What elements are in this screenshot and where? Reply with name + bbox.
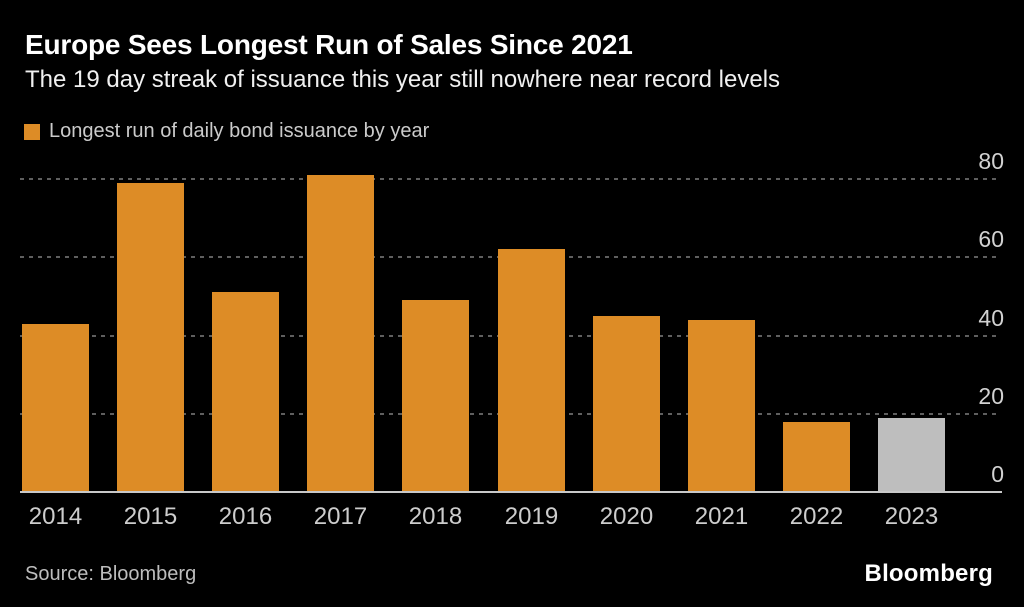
bar-2020: [593, 316, 660, 492]
bloomberg-logo: Bloomberg: [864, 560, 993, 587]
chart-subtitle: The 19 day streak of issuance this year …: [25, 66, 781, 93]
bar-2017: [307, 175, 374, 492]
chart-title: Europe Sees Longest Run of Sales Since 2…: [25, 29, 633, 60]
gridline-80: [20, 178, 998, 180]
bar-2016: [212, 292, 279, 492]
bar-2018: [402, 300, 469, 492]
bar-2014: [22, 324, 89, 492]
y-axis-tick-60: 60: [978, 226, 1004, 253]
x-axis-tick-2019: 2019: [504, 503, 559, 530]
bar-2019: [498, 249, 565, 492]
bar-2015: [117, 183, 184, 492]
x-axis-tick-2020: 2020: [599, 503, 654, 530]
source-attribution: Source: Bloomberg: [25, 563, 197, 585]
x-axis-tick-2023: 2023: [884, 503, 939, 530]
bar-2021: [688, 320, 755, 492]
y-axis-tick-80: 80: [978, 148, 1004, 174]
y-axis-tick-40: 40: [978, 304, 1004, 331]
bar-2023: [878, 418, 945, 492]
legend-swatch-icon: [24, 123, 40, 140]
legend: Longest run of daily bond issuance by ye…: [24, 120, 429, 143]
x-axis-tick-2015: 2015: [123, 503, 178, 530]
y-axis-tick-20: 20: [978, 382, 1004, 409]
x-axis-tick-2017: 2017: [313, 503, 368, 530]
x-axis-line: [20, 491, 1002, 493]
x-axis-tick-2016: 2016: [218, 503, 273, 530]
y-axis-tick-0: 0: [991, 461, 1004, 487]
x-axis-tick-2022: 2022: [789, 503, 844, 530]
bar-2022: [783, 422, 850, 492]
x-axis-tick-2018: 2018: [408, 503, 463, 530]
x-axis-tick-2021: 2021: [694, 503, 749, 530]
legend-label: Longest run of daily bond issuance by ye…: [49, 120, 430, 142]
x-axis-tick-2014: 2014: [28, 503, 83, 530]
